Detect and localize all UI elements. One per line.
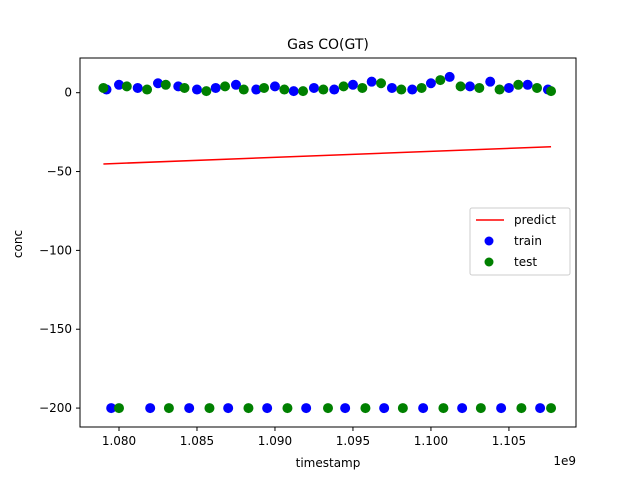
- data-point-train: [347, 79, 358, 90]
- data-point-test: [546, 403, 557, 414]
- data-point-test: [279, 84, 290, 95]
- data-point-train: [340, 403, 351, 414]
- data-point-train: [379, 403, 390, 414]
- data-point-test: [204, 403, 215, 414]
- plot-area: 1.080 1.085 1.090 1.095 1.100 1.105 0 −50 −100 −1…: [39, 57, 577, 448]
- data-point-train: [496, 403, 507, 414]
- data-point-train: [457, 403, 468, 414]
- data-point-test: [416, 82, 427, 93]
- y-tick-label: −100: [39, 243, 72, 257]
- data-point-test: [179, 82, 190, 93]
- data-point-test: [238, 84, 249, 95]
- data-point-test: [397, 403, 408, 414]
- y-tick-label: −200: [39, 401, 72, 415]
- data-point-test: [323, 403, 333, 414]
- data-point-train: [145, 403, 156, 414]
- data-point-train: [464, 81, 475, 92]
- data-point-test: [376, 78, 387, 89]
- data-point-test: [338, 81, 349, 92]
- data-point-test: [516, 403, 527, 414]
- legend-box: [469, 207, 571, 276]
- y-tick-label: −150: [39, 322, 72, 336]
- data-point-test: [474, 82, 485, 93]
- data-point-train: [366, 76, 377, 87]
- x-axis-label: timestamp: [296, 456, 361, 470]
- data-point-train: [425, 78, 436, 89]
- data-point-test: [113, 403, 124, 414]
- x-tick-label: 1.085: [180, 434, 214, 448]
- data-point-train: [269, 81, 280, 92]
- data-point-test: [494, 84, 505, 95]
- data-point-test: [455, 81, 466, 92]
- data-point-train: [329, 84, 340, 95]
- data-point-train: [407, 84, 418, 95]
- data-point-test: [318, 84, 329, 95]
- data-point-test: [243, 403, 254, 414]
- data-point-train: [210, 82, 221, 93]
- data-point-train: [444, 71, 455, 82]
- x-tick-label: 1.080: [102, 434, 136, 448]
- legend: predict train test: [469, 207, 571, 276]
- legend-label-predict: predict: [514, 213, 556, 227]
- x-tick-label: 1.100: [414, 434, 448, 448]
- data-point-train: [522, 79, 533, 90]
- data-point-test: [98, 82, 109, 93]
- plot-frame: [79, 57, 577, 428]
- y-tick-label: −50: [47, 165, 72, 179]
- data-point-test: [546, 86, 557, 97]
- legend-swatch-train: [484, 236, 494, 246]
- data-point-test: [475, 403, 486, 414]
- data-point-test: [513, 79, 524, 90]
- data-point-train: [301, 403, 312, 414]
- data-point-train: [535, 403, 546, 414]
- data-point-train: [191, 84, 202, 95]
- data-point-test: [396, 84, 407, 95]
- data-point-train: [262, 403, 273, 414]
- data-point-test: [298, 86, 309, 97]
- data-point-test: [121, 81, 132, 92]
- y-tick-label: 0: [64, 86, 72, 100]
- chart-title: Gas CO(GT): [287, 37, 369, 53]
- data-point-test: [532, 82, 543, 93]
- series-line-predict: [103, 146, 552, 165]
- y-axis-label: conc: [11, 230, 25, 258]
- data-point-train: [503, 82, 514, 93]
- data-point-test: [357, 82, 368, 93]
- x-axis-offset-label: 1e9: [553, 454, 576, 468]
- data-point-train: [386, 82, 397, 93]
- data-point-test: [360, 403, 371, 414]
- data-point-test: [282, 403, 293, 414]
- legend-label-test: test: [514, 255, 537, 269]
- data-point-train: [230, 79, 241, 90]
- data-point-train: [308, 82, 319, 93]
- data-point-test: [259, 82, 270, 93]
- data-point-test: [142, 84, 153, 95]
- data-point-test: [435, 75, 446, 86]
- data-point-test: [438, 403, 449, 414]
- data-point-train: [418, 403, 429, 414]
- data-point-test: [160, 79, 171, 90]
- x-tick-label: 1.105: [492, 434, 526, 448]
- legend-swatch-test: [484, 257, 494, 267]
- data-point-test: [201, 86, 212, 97]
- data-point-train: [132, 82, 143, 93]
- data-point-test: [220, 81, 231, 92]
- x-tick-label: 1.090: [258, 434, 292, 448]
- data-point-train: [184, 403, 195, 414]
- x-tick-label: 1.095: [336, 434, 370, 448]
- legend-label-train: train: [514, 234, 542, 248]
- data-point-train: [223, 403, 234, 414]
- data-point-train: [485, 76, 496, 87]
- data-point-test: [163, 403, 174, 414]
- data-point-train: [288, 86, 299, 97]
